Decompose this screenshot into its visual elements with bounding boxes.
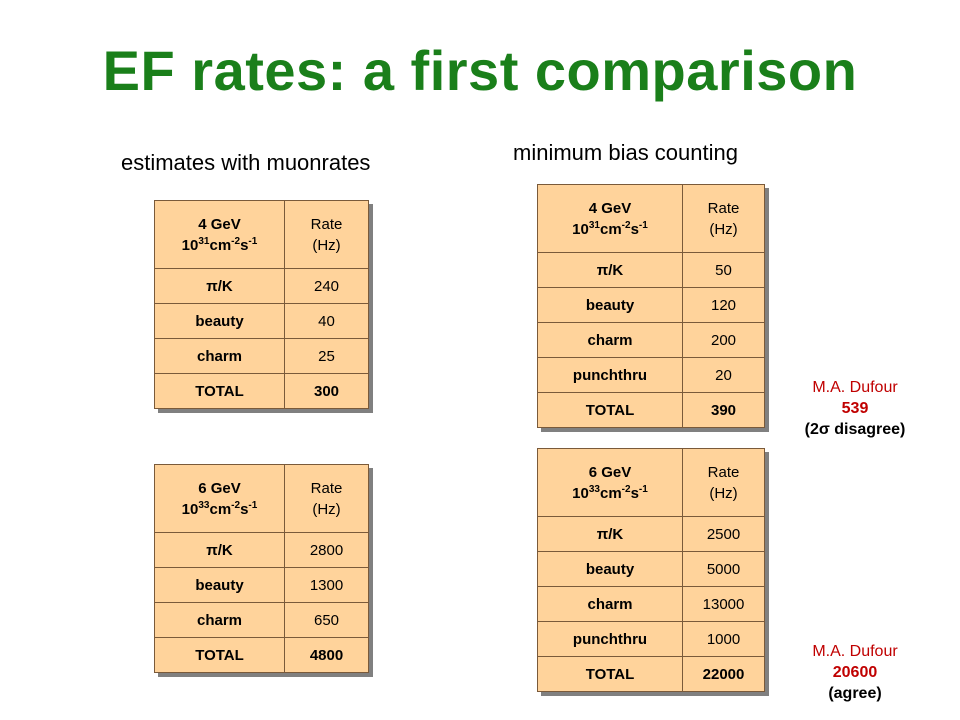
row-value: 1000	[682, 621, 765, 657]
row-value: 50	[682, 252, 765, 288]
row-label: TOTAL	[537, 656, 683, 692]
row-value: 5000	[682, 551, 765, 587]
row-label: punchthru	[537, 357, 683, 393]
table-4gev-muonrates: 4 GeV 1031cm-2s-1 Rate (Hz) π/K 240 beauty…	[154, 200, 369, 409]
subtitle-minbias: minimum bias counting	[513, 140, 738, 165]
row-value: 40	[284, 303, 369, 339]
row-label: charm	[154, 338, 285, 374]
row-label: TOTAL	[537, 392, 683, 428]
row-value-total: 22000	[682, 656, 765, 692]
table-6gev-minbias: 6 GeV 1033cm-2s-1 Rate (Hz) π/K 2500 beaut…	[537, 448, 765, 692]
note-dufour-4gev: M.A. Dufour 539 (2σ disagree)	[790, 377, 920, 440]
note-author: M.A. Dufour	[812, 379, 898, 396]
note-value: 20600	[832, 664, 878, 681]
row-value: 120	[682, 287, 765, 323]
table-4gev-minbias: 4 GeV 1031cm-2s-1 Rate (Hz) π/K 50 beauty 1…	[537, 184, 765, 428]
header-energy-lumi: 4 GeV 1031cm-2s-1	[537, 184, 683, 253]
row-value: 20	[682, 357, 765, 393]
slide-title: EF rates: a first comparison	[102, 39, 858, 102]
row-value-total: 4800	[284, 637, 369, 673]
note-comment: (2σ disagree)	[804, 421, 906, 438]
row-label: π/K	[537, 516, 683, 552]
row-value: 2800	[284, 532, 369, 568]
note-value: 539	[841, 400, 869, 417]
row-value-total: 390	[682, 392, 765, 428]
row-label: beauty	[154, 303, 285, 339]
row-value: 200	[682, 322, 765, 358]
note-dufour-6gev: M.A. Dufour 20600 (agree)	[790, 641, 920, 704]
header-energy-lumi: 6 GeV 1033cm-2s-1	[537, 448, 683, 517]
row-label: charm	[154, 602, 285, 638]
row-value: 650	[284, 602, 369, 638]
row-label: TOTAL	[154, 637, 285, 673]
header-rate: Rate (Hz)	[682, 448, 765, 517]
header-energy-lumi: 6 GeV 1033cm-2s-1	[154, 464, 285, 533]
row-value: 240	[284, 268, 369, 304]
row-label: TOTAL	[154, 373, 285, 409]
row-label: π/K	[154, 532, 285, 568]
header-rate: Rate (Hz)	[284, 200, 369, 269]
header-energy-lumi: 4 GeV 1031cm-2s-1	[154, 200, 285, 269]
row-label: π/K	[537, 252, 683, 288]
row-value-total: 300	[284, 373, 369, 409]
row-label: charm	[537, 322, 683, 358]
row-label: beauty	[537, 551, 683, 587]
subtitle-muonrates: estimates with muonrates	[121, 150, 371, 175]
row-value: 13000	[682, 586, 765, 622]
table-6gev-muonrates: 6 GeV 1033cm-2s-1 Rate (Hz) π/K 2800 beaut…	[154, 464, 369, 673]
row-label: beauty	[154, 567, 285, 603]
row-label: beauty	[537, 287, 683, 323]
row-label: punchthru	[537, 621, 683, 657]
row-value: 25	[284, 338, 369, 374]
row-value: 2500	[682, 516, 765, 552]
row-label: charm	[537, 586, 683, 622]
row-value: 1300	[284, 567, 369, 603]
header-rate: Rate (Hz)	[284, 464, 369, 533]
header-rate: Rate (Hz)	[682, 184, 765, 253]
note-author: M.A. Dufour	[812, 643, 898, 660]
row-label: π/K	[154, 268, 285, 304]
note-comment: (agree)	[828, 685, 882, 702]
